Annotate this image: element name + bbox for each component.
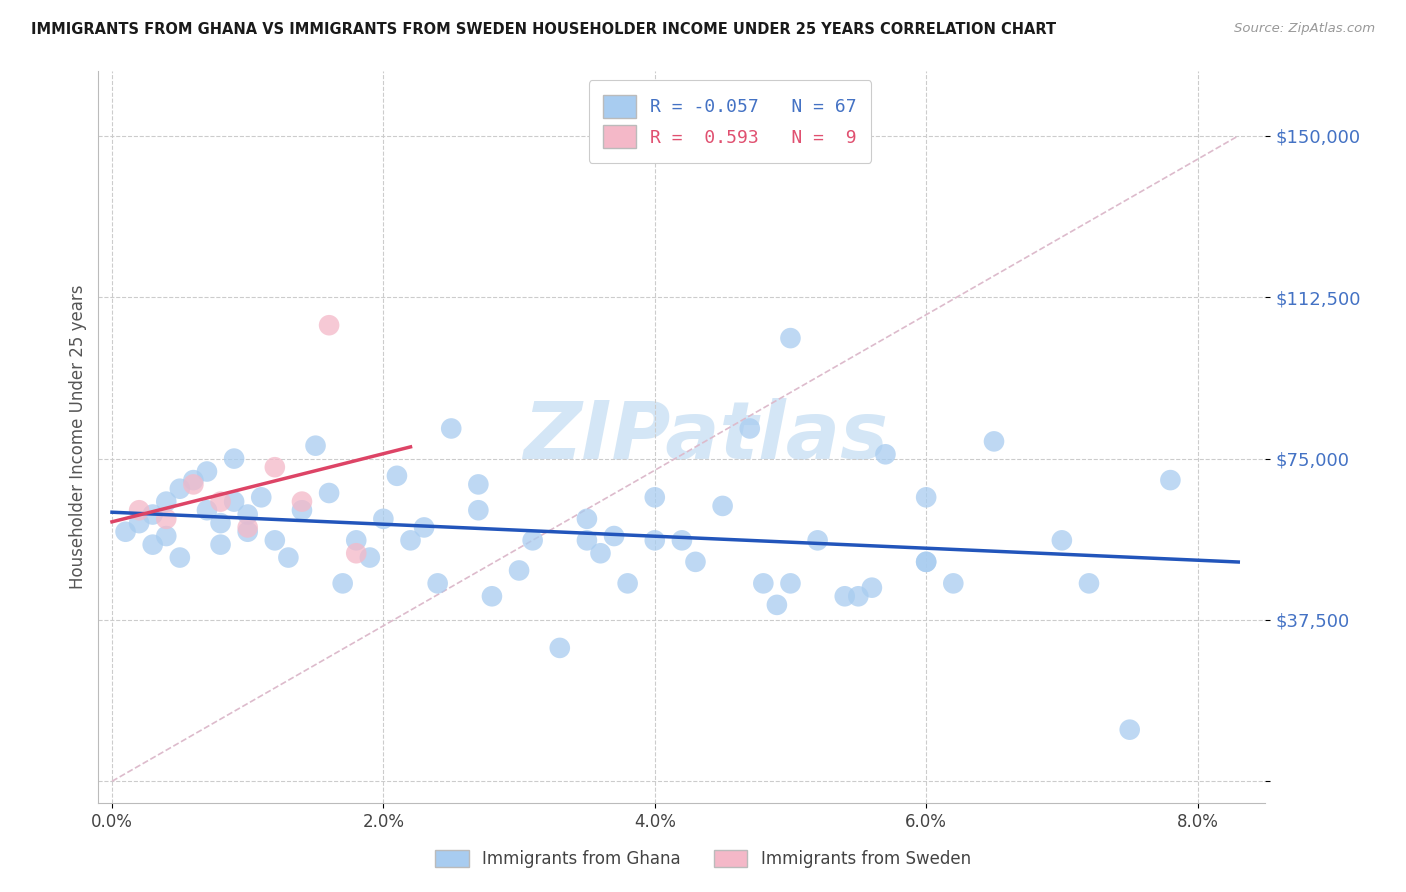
Point bbox=[915, 555, 938, 569]
Point bbox=[128, 503, 150, 517]
Point bbox=[779, 331, 801, 345]
Point bbox=[399, 533, 422, 548]
Text: ZIPatlas: ZIPatlas bbox=[523, 398, 887, 476]
Point bbox=[142, 508, 165, 522]
Point bbox=[942, 576, 965, 591]
Point bbox=[834, 589, 856, 603]
Point bbox=[373, 512, 395, 526]
Point bbox=[1078, 576, 1101, 591]
Legend: R = -0.057   N = 67, R =  0.593   N =  9: R = -0.057 N = 67, R = 0.593 N = 9 bbox=[589, 80, 872, 163]
Point bbox=[195, 503, 218, 517]
Point bbox=[183, 473, 205, 487]
Point bbox=[616, 576, 638, 591]
Point bbox=[344, 546, 367, 560]
Point bbox=[142, 538, 165, 552]
Point bbox=[209, 516, 232, 530]
Point bbox=[575, 533, 598, 548]
Point bbox=[304, 439, 326, 453]
Point bbox=[236, 508, 259, 522]
Legend: Immigrants from Ghana, Immigrants from Sweden: Immigrants from Ghana, Immigrants from S… bbox=[429, 843, 977, 875]
Point bbox=[481, 589, 503, 603]
Point bbox=[508, 564, 530, 578]
Point bbox=[195, 465, 218, 479]
Point bbox=[224, 494, 246, 508]
Point bbox=[155, 529, 177, 543]
Point bbox=[915, 555, 938, 569]
Y-axis label: Householder Income Under 25 years: Householder Income Under 25 years bbox=[69, 285, 87, 590]
Point bbox=[807, 533, 830, 548]
Point bbox=[183, 477, 205, 491]
Point bbox=[738, 421, 761, 435]
Point bbox=[548, 640, 571, 655]
Point bbox=[332, 576, 354, 591]
Point bbox=[426, 576, 449, 591]
Point bbox=[263, 460, 285, 475]
Point bbox=[440, 421, 463, 435]
Point bbox=[250, 491, 273, 505]
Point bbox=[644, 491, 666, 505]
Point bbox=[277, 550, 299, 565]
Text: IMMIGRANTS FROM GHANA VS IMMIGRANTS FROM SWEDEN HOUSEHOLDER INCOME UNDER 25 YEAR: IMMIGRANTS FROM GHANA VS IMMIGRANTS FROM… bbox=[31, 22, 1056, 37]
Point bbox=[236, 520, 259, 534]
Point bbox=[155, 494, 177, 508]
Point bbox=[685, 555, 707, 569]
Point bbox=[155, 512, 177, 526]
Point bbox=[1050, 533, 1073, 548]
Point bbox=[236, 524, 259, 539]
Point bbox=[291, 503, 314, 517]
Point bbox=[344, 533, 367, 548]
Point bbox=[603, 529, 626, 543]
Point bbox=[291, 494, 314, 508]
Point bbox=[169, 482, 191, 496]
Point bbox=[209, 538, 232, 552]
Point bbox=[224, 451, 246, 466]
Point bbox=[1118, 723, 1140, 737]
Point bbox=[575, 512, 598, 526]
Point bbox=[359, 550, 381, 565]
Point bbox=[263, 533, 285, 548]
Point bbox=[413, 520, 436, 534]
Point bbox=[128, 516, 150, 530]
Point bbox=[169, 550, 191, 565]
Point bbox=[752, 576, 775, 591]
Point bbox=[644, 533, 666, 548]
Point bbox=[766, 598, 789, 612]
Point bbox=[522, 533, 544, 548]
Point bbox=[114, 524, 136, 539]
Point bbox=[846, 589, 869, 603]
Point bbox=[209, 494, 232, 508]
Point bbox=[875, 447, 897, 461]
Point bbox=[711, 499, 734, 513]
Point bbox=[385, 468, 408, 483]
Text: Source: ZipAtlas.com: Source: ZipAtlas.com bbox=[1234, 22, 1375, 36]
Point bbox=[671, 533, 693, 548]
Point bbox=[779, 576, 801, 591]
Point bbox=[467, 503, 489, 517]
Point bbox=[589, 546, 612, 560]
Point bbox=[318, 486, 340, 500]
Point bbox=[318, 318, 340, 333]
Point bbox=[467, 477, 489, 491]
Point bbox=[860, 581, 883, 595]
Point bbox=[1159, 473, 1181, 487]
Point bbox=[983, 434, 1005, 449]
Point bbox=[915, 491, 938, 505]
